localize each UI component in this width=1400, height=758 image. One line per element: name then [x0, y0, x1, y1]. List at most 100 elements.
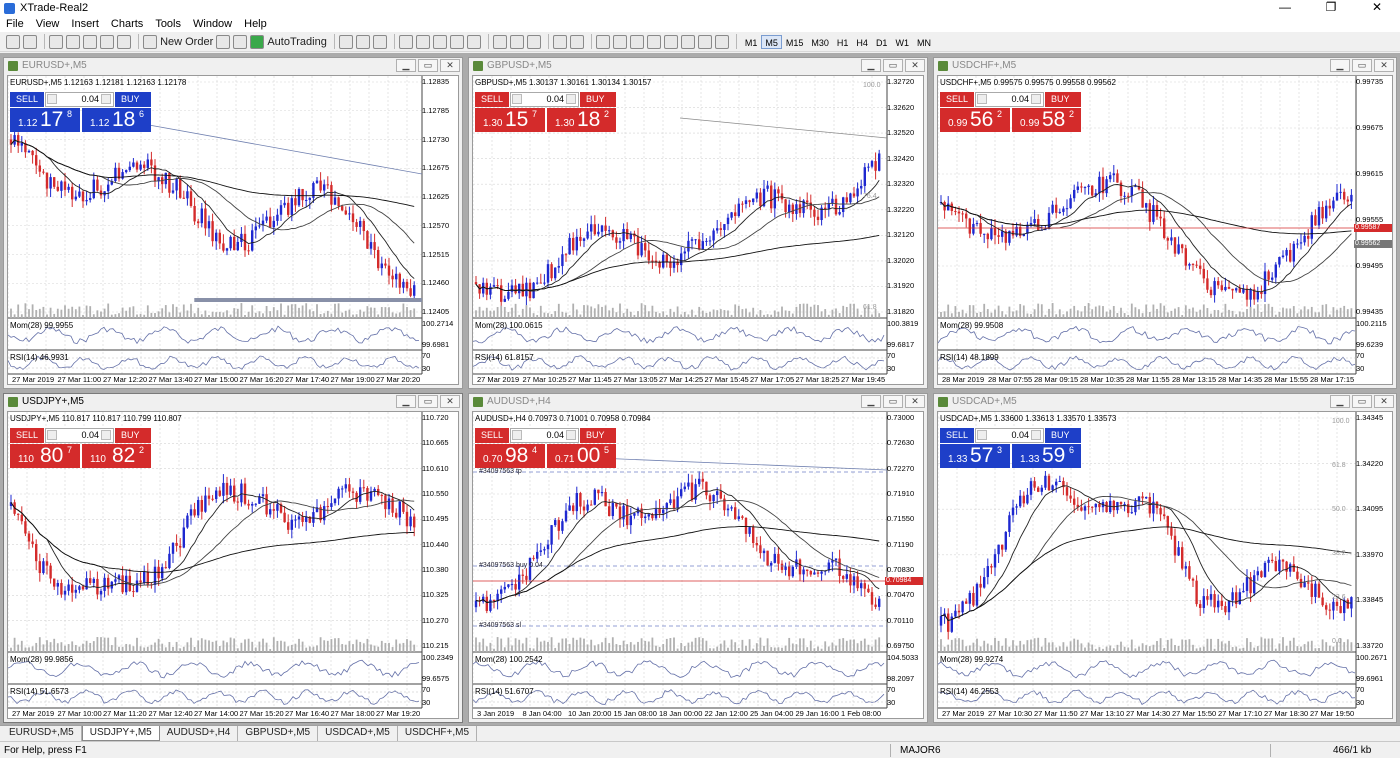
chart-window-title[interactable]: AUDUSD+,H4 ▁ ▭ ✕	[469, 394, 927, 410]
chart-plot-area[interactable]: USDCHF+,M5 0.99575 0.99575 0.99558 0.995…	[937, 75, 1393, 385]
tab-gbpusd[interactable]: GBPUSD+,M5	[238, 726, 319, 741]
sell-button[interactable]: SELL	[475, 92, 509, 107]
timeframe-m15[interactable]: M15	[785, 37, 804, 48]
lot-increase-button[interactable]	[101, 430, 111, 440]
chart-shift-button[interactable]	[466, 34, 481, 50]
lot-increase-button[interactable]	[566, 94, 576, 104]
lot-size-input[interactable]: 0.04	[510, 428, 579, 443]
timeframe-m30[interactable]: M30	[811, 37, 829, 48]
candlestick-button[interactable]	[355, 34, 370, 50]
ask-price-button[interactable]: 1.12 18 6	[82, 108, 151, 132]
zoom-out-button[interactable]	[415, 34, 430, 50]
navigator-button[interactable]	[83, 34, 97, 50]
label-tool[interactable]	[697, 34, 712, 50]
lot-decrease-button[interactable]	[512, 430, 522, 440]
menu-insert[interactable]: Insert	[71, 18, 99, 30]
chart-window-usdchf[interactable]: USDCHF+,M5 ▁ ▭ ✕ USDCHF+,M5 0.99575 0.99…	[933, 57, 1397, 389]
tab-eurusd[interactable]: EURUSD+,M5	[2, 726, 82, 741]
zoom-in-button[interactable]	[398, 34, 413, 50]
chart-close-button[interactable]: ✕	[905, 59, 925, 72]
periods-button[interactable]	[509, 34, 524, 50]
ask-price-button[interactable]: 0.99 58 2	[1012, 108, 1081, 132]
timeframe-h4[interactable]: H4	[856, 37, 868, 48]
menu-file[interactable]: File	[6, 18, 24, 30]
lot-size-input[interactable]: 0.04	[975, 428, 1044, 443]
fibo-tool[interactable]	[663, 34, 678, 50]
buy-button[interactable]: BUY	[115, 428, 151, 443]
sell-button[interactable]: SELL	[940, 428, 974, 443]
sell-button[interactable]: SELL	[10, 92, 44, 107]
tab-audusd[interactable]: AUDUSD+,H4	[160, 726, 239, 741]
chart-plot-area[interactable]: USDCAD+,M5 1.33600 1.33613 1.33570 1.335…	[937, 411, 1393, 719]
auto-trading-button[interactable]: AutoTrading	[250, 34, 327, 50]
chart-restore-button[interactable]: ▭	[883, 59, 903, 72]
menu-tools[interactable]: Tools	[155, 18, 181, 30]
chart-close-button[interactable]: ✕	[905, 395, 925, 408]
chart-window-eurusd[interactable]: EURUSD+,M5 ▁ ▭ ✕ EURUSD+,M5 1.12163 1.12…	[3, 57, 463, 389]
chart-plot-area[interactable]: EURUSD+,M5 1.12163 1.12181 1.12163 1.121…	[7, 75, 459, 385]
chart-window-title[interactable]: USDCAD+,M5 ▁ ▭ ✕	[934, 394, 1396, 410]
lot-decrease-button[interactable]	[47, 94, 57, 104]
bid-price-button[interactable]: 1.33 57 3	[940, 444, 1010, 468]
arrows-tool[interactable]	[714, 34, 729, 50]
lot-size-input[interactable]: 0.04	[510, 92, 579, 107]
tile-windows-button[interactable]	[432, 34, 447, 50]
lot-increase-button[interactable]	[101, 94, 111, 104]
cursor-tool[interactable]	[552, 34, 567, 50]
buy-button[interactable]: BUY	[580, 92, 616, 107]
ask-price-button[interactable]: 0.71 00 5	[547, 444, 616, 468]
channel-tool[interactable]	[646, 34, 661, 50]
chart-close-button[interactable]: ✕	[1374, 59, 1394, 72]
chart-minimize-button[interactable]: ▁	[396, 395, 416, 408]
chart-plot-area[interactable]: USDJPY+,M5 110.817 110.817 110.799 110.8…	[7, 411, 459, 719]
chart-window-title[interactable]: USDCHF+,M5 ▁ ▭ ✕	[934, 58, 1396, 74]
lot-decrease-button[interactable]	[977, 430, 987, 440]
chart-restore-button[interactable]: ▭	[1352, 59, 1372, 72]
menu-help[interactable]: Help	[244, 18, 267, 30]
lot-increase-button[interactable]	[566, 430, 576, 440]
chart-minimize-button[interactable]: ▁	[1330, 59, 1350, 72]
chart-window-gbpusd[interactable]: GBPUSD+,M5 ▁ ▭ ✕ GBPUSD+,M5 1.30137 1.30…	[468, 57, 928, 389]
ask-price-button[interactable]: 110 82 2	[82, 444, 151, 468]
strategy-tester-button[interactable]	[117, 34, 131, 50]
buy-button[interactable]: BUY	[115, 92, 151, 107]
lot-decrease-button[interactable]	[512, 94, 522, 104]
tab-usdchf[interactable]: USDCHF+,M5	[398, 726, 478, 741]
tab-usdjpy[interactable]: USDJPY+,M5	[81, 726, 160, 741]
close-button[interactable]: ✕	[1371, 0, 1383, 14]
minimize-button[interactable]: —	[1279, 0, 1291, 14]
chart-minimize-button[interactable]: ▁	[861, 395, 881, 408]
new-order-button[interactable]: New Order	[143, 34, 213, 50]
new-chart-button[interactable]	[6, 34, 20, 50]
profiles-button[interactable]	[23, 34, 37, 50]
bar-chart-button[interactable]	[338, 34, 353, 50]
chart-minimize-button[interactable]: ▁	[396, 59, 416, 72]
chart-restore-button[interactable]: ▭	[883, 395, 903, 408]
bid-price-button[interactable]: 1.30 15 7	[475, 108, 545, 132]
signals-button[interactable]	[233, 34, 248, 50]
timeframe-w1[interactable]: W1	[895, 37, 909, 48]
chart-window-usdcad[interactable]: USDCAD+,M5 ▁ ▭ ✕ USDCAD+,M5 1.33600 1.33…	[933, 393, 1397, 723]
vertical-line-tool[interactable]	[595, 34, 610, 50]
lot-size-input[interactable]: 0.04	[45, 428, 114, 443]
lot-size-input[interactable]: 0.04	[45, 92, 114, 107]
tab-usdcad[interactable]: USDCAD+,M5	[318, 726, 398, 741]
bid-price-button[interactable]: 110 80 7	[10, 444, 80, 468]
timeframe-d1[interactable]: D1	[875, 37, 888, 48]
buy-button[interactable]: BUY	[1045, 428, 1081, 443]
meta-editor-button[interactable]	[216, 34, 231, 50]
maximize-button[interactable]: ❐	[1325, 0, 1337, 14]
chart-restore-button[interactable]: ▭	[1352, 395, 1372, 408]
ask-price-button[interactable]: 1.33 59 6	[1012, 444, 1081, 468]
buy-button[interactable]: BUY	[580, 428, 616, 443]
line-chart-button[interactable]	[372, 34, 387, 50]
crosshair-tool[interactable]	[569, 34, 584, 50]
chart-window-title[interactable]: GBPUSD+,M5 ▁ ▭ ✕	[469, 58, 927, 74]
chart-close-button[interactable]: ✕	[440, 59, 460, 72]
chart-minimize-button[interactable]: ▁	[1330, 395, 1350, 408]
ask-price-button[interactable]: 1.30 18 2	[547, 108, 616, 132]
chart-close-button[interactable]: ✕	[1374, 395, 1394, 408]
lot-increase-button[interactable]	[1031, 94, 1041, 104]
timeframe-m1[interactable]: M1	[744, 37, 758, 48]
chart-restore-button[interactable]: ▭	[418, 395, 438, 408]
